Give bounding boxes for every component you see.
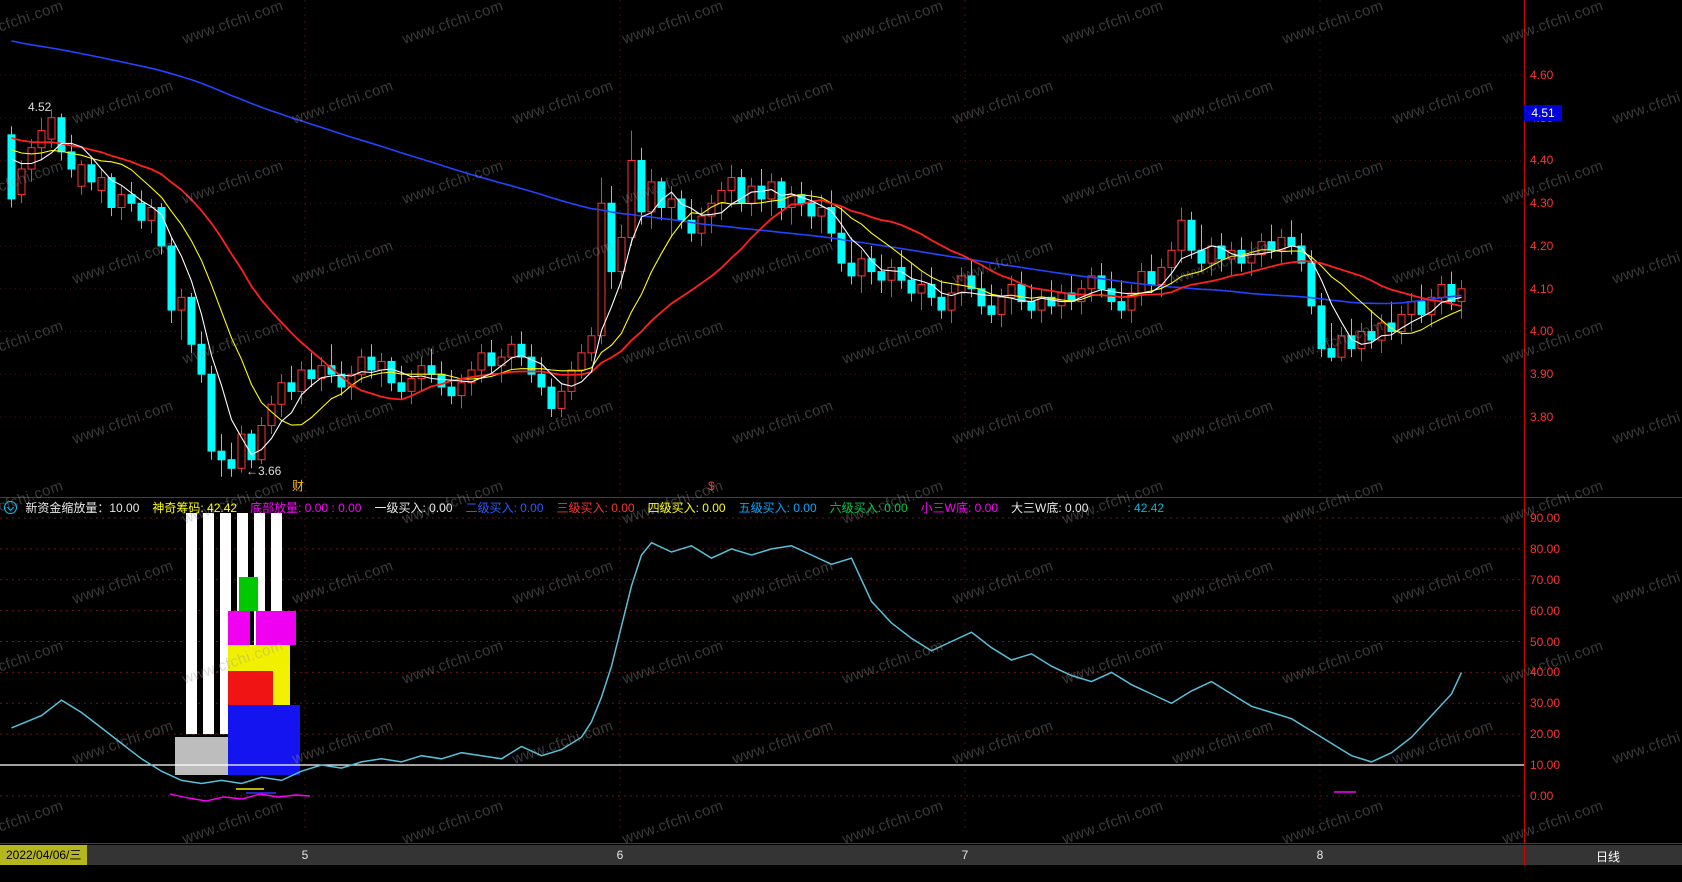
- indicator-tick-label: 80.00: [1530, 542, 1561, 556]
- price-tick-label: 3.90: [1530, 367, 1554, 381]
- watermark-text: www.cfchi.com: [1610, 557, 1682, 608]
- month-axis-label: 8: [1316, 848, 1324, 862]
- watermark-text: www.cfchi.com: [1610, 237, 1682, 288]
- price-axis-line: [1524, 0, 1525, 843]
- indicator-tick-label: 50.00: [1530, 635, 1561, 649]
- indicator-param: 二级买入: 0.00: [465, 501, 544, 515]
- signal-dollar-marker: $: [708, 479, 715, 493]
- indicator-tick-label: 20.00: [1530, 727, 1561, 741]
- indicator-tick-label: 90.00: [1530, 511, 1561, 525]
- indicator-canvas[interactable]: [0, 497, 1524, 843]
- main-kline-chart[interactable]: 4.52 ←3.66 财 $: [0, 0, 1524, 497]
- current-price-tag: 4.51: [1524, 105, 1562, 121]
- watermark-text: www.cfchi.com: [1610, 717, 1682, 768]
- indicator-tick-label: 40.00: [1530, 665, 1561, 679]
- status-separator: [1524, 845, 1525, 865]
- indicator-param: 五级买入: 0.00: [738, 501, 817, 515]
- ma-line: [11, 149, 1462, 426]
- indicator-tick-label: 60.00: [1530, 604, 1561, 618]
- indicator-param: 一级买入: 0.00: [374, 501, 453, 515]
- period-selector[interactable]: 日线: [1596, 850, 1621, 864]
- watermark-text: www.cfchi.com: [1610, 397, 1682, 448]
- indicator-param: : 42.42: [1127, 501, 1165, 515]
- high-price-label: 4.52: [28, 100, 52, 114]
- price-tick-label: 4.20: [1530, 239, 1554, 253]
- price-tick-label: 4.10: [1530, 282, 1554, 296]
- ma-line: [11, 40, 1462, 305]
- indicator-param: 小三W底: 0.00: [920, 501, 999, 515]
- month-axis-label: 5: [301, 848, 309, 862]
- status-date: 2022/04/06/三: [0, 845, 88, 865]
- price-tick-label: 3.80: [1530, 410, 1554, 424]
- ma-line: [11, 142, 1462, 456]
- candlestick-series: [7, 109, 1466, 477]
- month-axis-label: 6: [616, 848, 624, 862]
- indicator-param: 大三W底: 0.00: [1011, 501, 1089, 515]
- signal-cai-marker: 财: [292, 479, 305, 493]
- price-tick-label: 4.30: [1530, 196, 1554, 210]
- bottom-signal-mark: [169, 793, 311, 802]
- indicator-tick-label: 10.00: [1530, 758, 1561, 772]
- main-chart-canvas[interactable]: [0, 0, 1524, 497]
- indicator-param: 六级买入: 0.00: [829, 501, 908, 515]
- indicator-tick-label: 30.00: [1530, 696, 1561, 710]
- bottom-axis-line: [0, 843, 1682, 844]
- indicator-tick-label: 0.00: [1530, 789, 1554, 803]
- indicator-line: [11, 541, 1463, 785]
- panel-divider: [0, 497, 1682, 498]
- indicator-panel[interactable]: 新资金缩放量：10.00 神奇筹码: 42.42 底部放量: 0.00 : 0.00…: [0, 497, 1524, 843]
- indicator-tick-label: 70.00: [1530, 573, 1561, 587]
- indicator-param: 神奇筹码: 42.42: [152, 501, 238, 515]
- chip-blocks: [175, 577, 300, 775]
- indicator-param: 三级买入: 0.00: [556, 501, 635, 515]
- indicator-param: 新资金缩放量：10.00: [25, 501, 140, 515]
- indicator-param: 底部放量: 0.00 : 0.00: [250, 501, 362, 515]
- watermark-text: www.cfchi.com: [1610, 77, 1682, 128]
- price-tick-label: 4.00: [1530, 324, 1554, 338]
- ma-line: [11, 137, 1462, 401]
- indicator-param: 四级买入: 0.00: [647, 501, 726, 515]
- price-tick-label: 4.60: [1530, 68, 1554, 82]
- month-axis-label: 7: [961, 848, 969, 862]
- price-tick-label: 4.40: [1530, 153, 1554, 167]
- indicator-collapse-icon[interactable]: [4, 501, 17, 514]
- indicator-header: 新资金缩放量：10.00 神奇筹码: 42.42 底部放量: 0.00 : 0.00…: [4, 499, 1177, 516]
- low-price-label: ←3.66: [246, 464, 282, 478]
- status-bar: 2022/04/06/三 日线 5 6 7 8: [0, 845, 1682, 865]
